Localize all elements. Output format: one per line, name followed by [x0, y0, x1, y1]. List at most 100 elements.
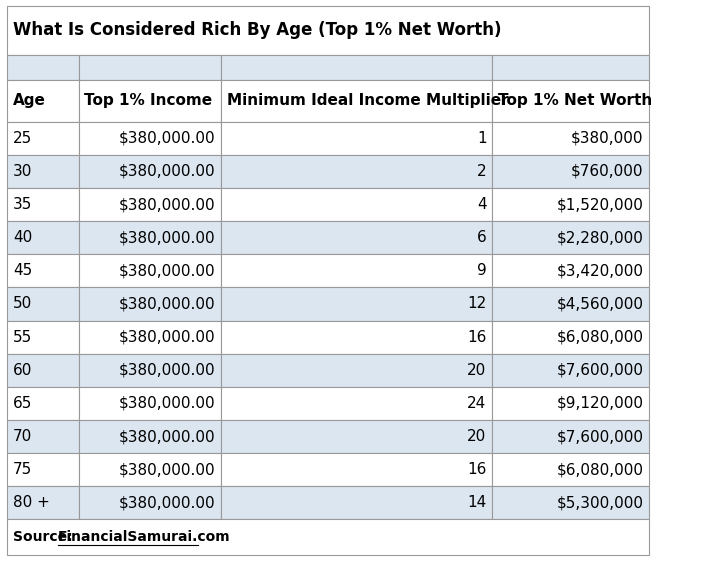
Bar	[221, 486, 492, 519]
Bar	[7, 6, 649, 56]
Bar	[221, 188, 492, 221]
Text: $7,600,000: $7,600,000	[556, 429, 644, 444]
Bar	[221, 453, 492, 486]
Bar	[492, 287, 649, 320]
Bar	[7, 453, 79, 486]
Bar	[221, 56, 492, 80]
Bar	[79, 122, 221, 155]
Bar	[7, 387, 79, 420]
Bar	[79, 287, 221, 320]
Bar	[7, 519, 649, 555]
Text: 24: 24	[467, 396, 486, 411]
Bar	[79, 354, 221, 387]
Text: $380,000.00: $380,000.00	[119, 462, 215, 477]
Text: $1,520,000: $1,520,000	[557, 197, 644, 212]
Text: $380,000: $380,000	[571, 131, 644, 146]
Bar	[492, 221, 649, 254]
Text: $760,000: $760,000	[571, 164, 644, 179]
Bar	[79, 188, 221, 221]
Bar	[7, 254, 79, 287]
Text: Top 1% Income: Top 1% Income	[84, 94, 213, 108]
Bar	[79, 486, 221, 519]
Text: 50: 50	[13, 296, 32, 311]
Text: 20: 20	[467, 429, 486, 444]
Bar	[221, 420, 492, 453]
Bar	[7, 155, 79, 188]
Bar	[79, 320, 221, 354]
Text: $380,000.00: $380,000.00	[119, 330, 215, 344]
Text: $380,000.00: $380,000.00	[119, 230, 215, 245]
Bar	[7, 80, 79, 122]
Bar	[492, 354, 649, 387]
Text: $380,000.00: $380,000.00	[119, 495, 215, 511]
Text: $380,000.00: $380,000.00	[119, 197, 215, 212]
Text: $9,120,000: $9,120,000	[556, 396, 644, 411]
Text: 45: 45	[13, 263, 32, 278]
Text: $380,000.00: $380,000.00	[119, 164, 215, 179]
Text: 75: 75	[13, 462, 32, 477]
Bar	[79, 254, 221, 287]
Bar	[221, 221, 492, 254]
Text: 25: 25	[13, 131, 32, 146]
Bar	[492, 56, 649, 80]
Text: 6: 6	[477, 230, 486, 245]
Text: What Is Considered Rich By Age (Top 1% Net Worth): What Is Considered Rich By Age (Top 1% N…	[13, 21, 502, 39]
Text: FinancialSamurai.com: FinancialSamurai.com	[58, 531, 231, 544]
Bar	[7, 354, 79, 387]
Text: 4: 4	[477, 197, 486, 212]
Bar	[79, 56, 221, 80]
Text: 80 +: 80 +	[13, 495, 50, 511]
Text: 20: 20	[467, 363, 486, 378]
Text: $4,560,000: $4,560,000	[556, 296, 644, 311]
Bar	[7, 420, 79, 453]
Text: 2: 2	[477, 164, 486, 179]
Text: $3,420,000: $3,420,000	[556, 263, 644, 278]
Text: 9: 9	[477, 263, 486, 278]
Text: $380,000.00: $380,000.00	[119, 263, 215, 278]
Text: Age: Age	[13, 94, 46, 108]
Bar	[79, 155, 221, 188]
Text: $7,600,000: $7,600,000	[556, 363, 644, 378]
Bar	[221, 254, 492, 287]
Bar	[492, 80, 649, 122]
Text: $6,080,000: $6,080,000	[556, 330, 644, 344]
Bar	[221, 155, 492, 188]
Text: $5,300,000: $5,300,000	[556, 495, 644, 511]
Bar	[79, 453, 221, 486]
Text: Top 1% Net Worth: Top 1% Net Worth	[498, 94, 652, 108]
Text: $380,000.00: $380,000.00	[119, 131, 215, 146]
Text: 70: 70	[13, 429, 32, 444]
Text: $2,280,000: $2,280,000	[557, 230, 644, 245]
Bar	[221, 354, 492, 387]
Text: 12: 12	[467, 296, 486, 311]
Bar	[7, 320, 79, 354]
Bar	[492, 387, 649, 420]
Bar	[79, 80, 221, 122]
Text: 60: 60	[13, 363, 33, 378]
Text: 55: 55	[13, 330, 32, 344]
Text: 65: 65	[13, 396, 33, 411]
Text: $380,000.00: $380,000.00	[119, 363, 215, 378]
Text: Minimum Ideal Income Multiplier: Minimum Ideal Income Multiplier	[227, 94, 509, 108]
Bar	[492, 155, 649, 188]
Bar	[492, 486, 649, 519]
Text: 1: 1	[477, 131, 486, 146]
Text: 16: 16	[467, 330, 486, 344]
Text: $6,080,000: $6,080,000	[556, 462, 644, 477]
Bar	[492, 122, 649, 155]
Text: 16: 16	[467, 462, 486, 477]
Bar	[7, 56, 79, 80]
Bar	[221, 80, 492, 122]
Bar	[7, 122, 79, 155]
Text: 14: 14	[467, 495, 486, 511]
Text: $380,000.00: $380,000.00	[119, 429, 215, 444]
Text: Source:: Source:	[13, 531, 78, 544]
Bar	[492, 420, 649, 453]
Bar	[221, 320, 492, 354]
Bar	[79, 387, 221, 420]
Bar	[7, 188, 79, 221]
Bar	[221, 287, 492, 320]
Bar	[492, 188, 649, 221]
Text: 40: 40	[13, 230, 32, 245]
Text: 30: 30	[13, 164, 33, 179]
